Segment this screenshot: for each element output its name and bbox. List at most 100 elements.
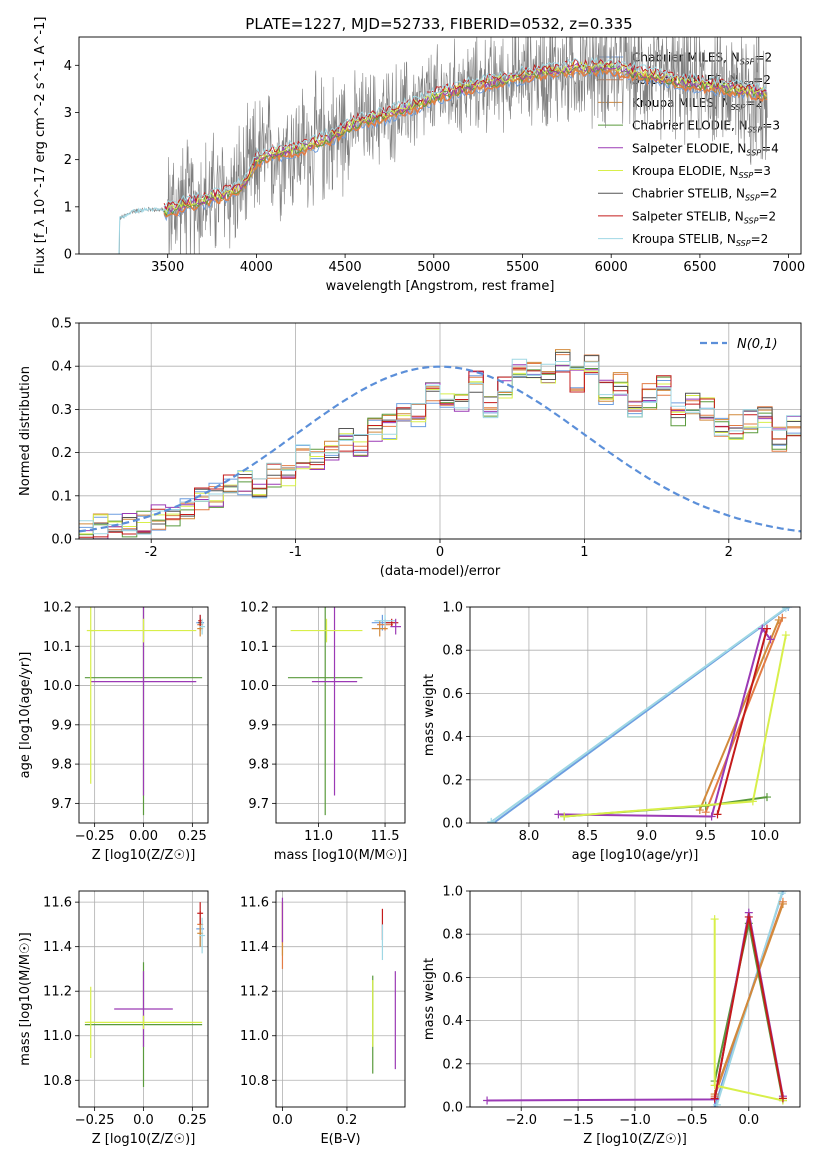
axes-frame	[275, 890, 406, 1108]
panel-spectrum: 3500 4000 4500 5000 5500 6000 6500 7000 0 1 2 3 4 wav…	[33, 17, 805, 294]
y-tick-label: 0.4	[51, 360, 72, 375]
legend-count: =3	[753, 164, 771, 178]
x-axis-label: (data-model)/error	[380, 564, 501, 579]
x-tick-label: 0.2	[337, 1113, 358, 1128]
y-tick-label: 10.0	[43, 679, 72, 694]
panel-age_vs_Z: −0.25 0.00 0.25 9.7 9.8 9.9 10.0 10.1 10.2 Z [log…	[18, 601, 209, 863]
legend-subscript: SSP	[746, 148, 761, 157]
y-tick-label: 11.4	[240, 940, 269, 955]
y-tick-label: 11.2	[43, 985, 72, 1000]
weight-marker	[781, 607, 790, 613]
legend-count: =2	[760, 187, 778, 201]
weight-marker	[744, 912, 753, 921]
histogram-step	[79, 370, 801, 539]
axes-frame	[78, 606, 209, 824]
y-axis-label: Normed distribution	[18, 366, 33, 496]
weight-marker	[554, 810, 563, 819]
y-tick-label: 9.7	[51, 797, 72, 812]
panel-age_vs_mass: 11.0 11.5 9.7 9.8 9.9 10.0 10.1 10.2 mass [log10…	[240, 601, 407, 864]
model-line	[163, 61, 767, 215]
y-tick-label: 4	[64, 59, 72, 74]
x-tick-label: 9.0	[636, 829, 657, 844]
y-axis-label: mass weight	[422, 958, 437, 1040]
y-tick-label: 10.8	[43, 1074, 72, 1089]
weight-marker	[712, 1100, 721, 1107]
histogram-step	[79, 358, 801, 539]
y-tick-label: 11.6	[43, 896, 72, 911]
legend-subscript: SSP	[744, 216, 759, 225]
legend-count: =4	[761, 141, 779, 155]
weight-marker	[763, 793, 771, 802]
x-axis-label: age [log10(age/yr)]	[572, 848, 699, 863]
weight-marker	[781, 631, 790, 640]
x-axis-label: E(B-V)	[320, 1132, 360, 1147]
y-axis-label: mass [log10(M/M☉)]	[18, 932, 33, 1065]
histogram-step	[79, 349, 801, 539]
x-tick-label: 0.00	[129, 829, 158, 844]
weight-line	[716, 628, 768, 815]
legend-subscript: SSP	[736, 239, 751, 248]
x-tick-label: −1.0	[619, 1113, 651, 1128]
y-tick-label: 0.0	[442, 1101, 463, 1116]
plot-area	[79, 349, 801, 539]
x-tick-label: 0.25	[178, 1113, 207, 1128]
y-tick-label: 0.3	[51, 403, 72, 418]
y-tick-label: 0	[64, 248, 72, 263]
y-tick-label: 11.0	[240, 1029, 269, 1044]
y-tick-label: 2	[64, 153, 72, 168]
y-tick-label: 9.8	[248, 758, 269, 773]
x-tick-label: 5500	[506, 260, 539, 275]
panel-mass_vs_Z: −0.25 0.0 0.25 10.8 11.0 11.2 11.4 11.6 Z [log10…	[18, 890, 209, 1147]
histogram-step	[79, 351, 801, 539]
axes-frame	[469, 606, 801, 824]
y-axis-label: Flux [f_λ 10^-17 erg cm^-2 s^-1 A^-1]	[33, 17, 48, 275]
axes-frame	[469, 890, 801, 1108]
y-tick-label: 10.8	[240, 1074, 269, 1089]
panel-weight_vs_Z: −2.0 −1.5 −1.0 −0.5 0.0 0.0 0.2 0.4 0.6 0.8 1.0 Z […	[422, 885, 801, 1147]
histogram-step	[79, 364, 801, 539]
legend-subscript: SSP	[739, 80, 754, 89]
figure-title: PLATE=1227, MJD=52733, FIBERID=0532, z=0…	[245, 15, 632, 33]
legend-label: Kroupa STELIB, NSSP=2	[632, 232, 768, 248]
weight-marker	[483, 1096, 492, 1105]
y-tick-label: 10.2	[43, 601, 72, 616]
legend-count: =2	[745, 96, 763, 110]
x-tick-label: 11.0	[304, 829, 333, 844]
weight-marker	[778, 1094, 787, 1103]
x-tick-label: 1	[580, 545, 588, 560]
model-line	[163, 56, 767, 207]
weight-marker	[748, 797, 757, 806]
y-axis-label: mass weight	[422, 674, 437, 756]
y-tick-label: 11.0	[43, 1029, 72, 1044]
plot-area	[84, 902, 206, 1087]
weight-line	[558, 626, 772, 818]
x-tick-label: 11.5	[371, 829, 400, 844]
y-tick-label: 0.4	[442, 730, 463, 745]
x-tick-label: 4500	[329, 260, 362, 275]
x-tick-label: 0.25	[178, 829, 207, 844]
legend-count: =3	[762, 119, 780, 133]
y-tick-label: 11.4	[43, 940, 72, 955]
x-tick-label: 3500	[151, 260, 184, 275]
y-tick-label: 1	[64, 200, 72, 215]
y-tick-label: 1.0	[442, 601, 463, 616]
weight-marker	[695, 806, 704, 815]
weight-line	[490, 607, 787, 823]
x-tick-label: 10.0	[750, 829, 779, 844]
legend-label: Chabrier MILES, NSSP=2	[632, 51, 772, 67]
x-tick-label: 2	[725, 545, 733, 560]
y-tick-label: 3	[64, 106, 72, 121]
x-tick-label: −0.25	[75, 1113, 115, 1128]
legend-count: =2	[758, 209, 776, 223]
y-tick-label: 9.8	[51, 758, 72, 773]
legend-label: Salpeter ELODIE, NSSP=4	[632, 141, 779, 157]
x-tick-label: 0.0	[738, 1113, 759, 1128]
y-tick-label: 0.2	[442, 773, 463, 788]
weight-marker	[777, 891, 786, 898]
y-tick-label: 9.9	[248, 718, 269, 733]
x-axis-label: mass [log10(M/M☉)]	[274, 848, 407, 863]
x-axis-label: wavelength [Angstrom, rest frame]	[326, 279, 555, 294]
legend-subscript: SSP	[740, 58, 755, 67]
y-tick-label: 0.0	[442, 817, 463, 832]
